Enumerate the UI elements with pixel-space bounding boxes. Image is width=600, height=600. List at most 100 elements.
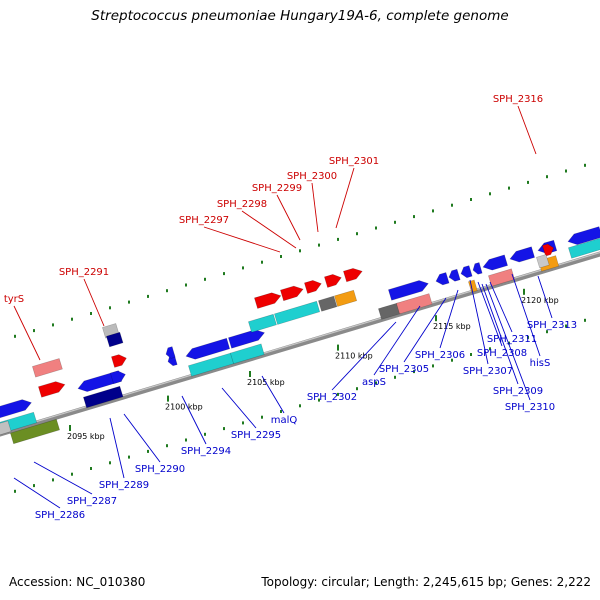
gene-small-2294 [165, 346, 176, 359]
label-SPH_2309-leader [481, 283, 519, 385]
scale-label: 2095 kbp [67, 432, 105, 441]
dotted-guide-outer-bottom [584, 318, 586, 322]
dotted-guide-outer-top [109, 306, 111, 310]
dotted-guide-outer-top [318, 243, 320, 247]
gene-row2-2289 [83, 385, 124, 409]
dotted-guide-outer-bottom [546, 330, 548, 334]
dotted-guide-outer-top [432, 209, 434, 213]
label-SPH_2301: SPH_2301 [329, 156, 379, 167]
dotted-guide-outer-bottom [33, 484, 35, 488]
backbone-line [0, 251, 600, 437]
gene-red-2301 [343, 268, 363, 283]
dotted-guide-outer-top [489, 192, 491, 196]
gene-row-2300 [318, 295, 338, 312]
gene-row-2297 [248, 313, 277, 333]
dotted-guide-outer-top [14, 334, 16, 338]
dotted-guide-outer-top [71, 317, 73, 321]
gene-above-2313 [567, 226, 600, 245]
label-SPH_2301-leader [335, 167, 355, 229]
dotted-guide-outer-top [242, 266, 244, 270]
label-SPH_2316: SPH_2316 [493, 94, 543, 105]
dotted-guide-outer-top [185, 283, 187, 287]
label-SPH_2305: SPH_2305 [379, 364, 429, 375]
gene-above-2290b [110, 370, 126, 385]
label-SPH_2294: SPH_2294 [181, 446, 231, 457]
gene-above-2306 [460, 265, 473, 279]
gene-navy-2291 [106, 331, 124, 348]
label-SPH_2306: SPH_2306 [415, 350, 465, 361]
dotted-guide-outer-top [280, 255, 282, 258]
dotted-guide-outer-top [565, 169, 567, 173]
label-SPH_2308-leader [477, 281, 503, 347]
dotted-guide-outer-bottom [470, 353, 472, 356]
accession-text: Accession: NC_010380 [9, 575, 146, 589]
label-malQ: malQ [271, 415, 298, 426]
dotted-guide-outer-top [375, 226, 377, 230]
label-SPH_2313-leader [537, 275, 553, 319]
gene-row-2298 [274, 300, 321, 325]
label-SPH_2302: SPH_2302 [307, 392, 357, 403]
label-SPH_2313: SPH_2313 [527, 320, 577, 331]
label-SPH_2310-leader [485, 283, 531, 401]
label-aspS-leader [373, 305, 421, 376]
label-SPH_2289: SPH_2289 [99, 480, 149, 491]
dotted-guide-outer-top [413, 215, 415, 219]
label-SPH_2290-leader [123, 413, 161, 463]
dotted-guide-outer-top [90, 312, 92, 315]
label-hisS: hisS [530, 358, 551, 369]
scale-tick [69, 425, 71, 431]
scale-tick [523, 288, 525, 295]
label-SPH_2299-leader [276, 194, 301, 241]
dotted-guide-outer-top [128, 300, 130, 304]
dotted-guide-outer-top [394, 220, 396, 224]
dotted-guide-outer-bottom [261, 415, 263, 419]
dotted-guide-outer-bottom [451, 358, 453, 362]
dotted-guide-outer-bottom [90, 467, 92, 470]
gene-row2-2302b [396, 293, 433, 315]
label-SPH_2297: SPH_2297 [179, 215, 229, 226]
dotted-guide-outer-bottom [318, 398, 320, 402]
gene-row-2301 [334, 289, 358, 307]
dotted-guide-outer-bottom [128, 455, 130, 459]
dotted-guide-outer-bottom [394, 375, 396, 379]
dotted-guide-outer-bottom [413, 370, 415, 374]
dotted-guide-outer-bottom [166, 444, 168, 448]
gene-row2-2313b [568, 237, 600, 259]
label-aspS: aspS [362, 377, 386, 388]
dotted-guide-outer-top [337, 237, 339, 241]
dotted-guide-outer-top [147, 294, 149, 298]
gene-red-2299 [304, 280, 322, 294]
label-SPH_2307: SPH_2307 [463, 366, 513, 377]
scale-label: 2115 kbp [433, 322, 471, 331]
dotted-guide-outer-bottom [489, 347, 491, 351]
label-SPH_2287: SPH_2287 [67, 496, 117, 507]
scale-label: 2110 kbp [335, 352, 373, 361]
dotted-guide-outer-bottom [204, 432, 206, 436]
label-SPH_2294-leader [181, 395, 207, 445]
dotted-guide-outer-top [52, 323, 54, 327]
dotted-guide-outer-bottom [337, 392, 339, 396]
label-SPH_2297-leader [203, 226, 281, 253]
dotted-guide-outer-top [470, 198, 472, 201]
label-SPH_2310: SPH_2310 [505, 402, 555, 413]
scale-tick [435, 315, 437, 322]
dotted-guide-outer-bottom [71, 472, 73, 476]
label-malQ-leader [261, 375, 285, 414]
label-tyrS-leader [13, 305, 41, 361]
dotted-guide-outer-top [204, 277, 206, 281]
gene-above-2307 [472, 262, 483, 275]
gene-red-2297 [254, 292, 282, 309]
dotted-guide-outer-bottom [280, 410, 282, 413]
dotted-guide-outer-bottom [527, 335, 529, 339]
dotted-guide-outer-top [299, 249, 301, 253]
label-SPH_2291: SPH_2291 [59, 267, 109, 278]
dotted-guide-outer-bottom [375, 381, 377, 385]
dotted-guide-outer-bottom [356, 387, 358, 391]
dotted-guide-outer-top [166, 289, 168, 293]
label-SPH_2298-leader [241, 210, 297, 249]
map-title: Streptococcus pneumoniae Hungary19A-6, c… [91, 8, 509, 24]
label-SPH_2295-leader [221, 387, 257, 429]
topology-text: Topology: circular; Length: 2,245,615 bp… [261, 575, 591, 589]
gene-above-2295 [228, 329, 266, 349]
label-SPH_2295: SPH_2295 [231, 430, 281, 441]
